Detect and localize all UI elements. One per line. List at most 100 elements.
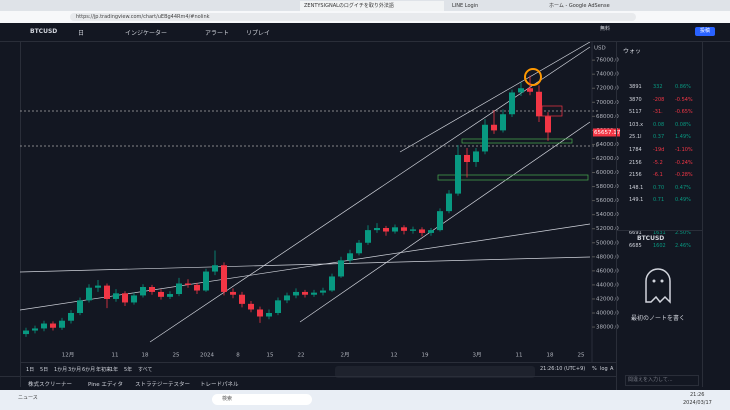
- range-button[interactable]: 1年: [110, 367, 119, 373]
- auto[interactable]: A: [610, 366, 614, 372]
- change[interactable]: 332: [653, 84, 663, 90]
- last-price[interactable]: 6685: [629, 242, 642, 249]
- change-percent[interactable]: -0.24%: [675, 159, 693, 166]
- y-tick-label: 46000.0: [596, 268, 619, 274]
- candle-body: [347, 253, 353, 261]
- candle-body: [365, 230, 371, 243]
- y-tick-label: 54000.0: [596, 212, 619, 218]
- last-price[interactable]: 3891: [629, 84, 642, 90]
- indicators[interactable]: インジケーター: [125, 30, 168, 37]
- interval[interactable]: 日: [78, 30, 85, 37]
- change[interactable]: 0.70: [653, 184, 665, 191]
- range-button[interactable]: 1日: [26, 367, 35, 373]
- change[interactable]: -208: [653, 96, 665, 103]
- change[interactable]: 1602: [653, 242, 666, 249]
- change-percent[interactable]: 0.08%: [675, 121, 691, 128]
- last-price[interactable]: 148.1: [629, 184, 644, 191]
- alert[interactable]: アラート: [205, 30, 230, 37]
- candle-body: [356, 242, 362, 254]
- candle-body: [401, 227, 407, 231]
- candle-body: [194, 284, 200, 291]
- symbol[interactable]: BTCUSD: [30, 28, 58, 35]
- change[interactable]: 0.37: [653, 134, 665, 141]
- candle-body: [437, 211, 443, 231]
- percent[interactable]: %: [592, 366, 597, 372]
- y-tick-label: 58000.0: [596, 184, 619, 190]
- range-button[interactable]: 1か月: [54, 367, 68, 373]
- last-price[interactable]: 5117: [629, 109, 642, 116]
- tab[interactable]: ホーム - Google AdSense: [549, 3, 610, 9]
- candle-body: [383, 228, 389, 232]
- candle-body: [284, 295, 290, 301]
- change-percent[interactable]: 0.47%: [675, 184, 691, 191]
- candle-body: [302, 291, 308, 295]
- publish[interactable]: 投稿: [695, 27, 715, 36]
- y-tick-label: 38000.0: [596, 325, 619, 331]
- last-price[interactable]: 25.1l: [629, 134, 642, 141]
- last-price[interactable]: 6691: [629, 230, 642, 236]
- x-tick-label: 12月: [62, 352, 75, 359]
- bottom-tabs: 株式スクリーナー Pine エディタ ストラテジーテスター トレードパネル: [0, 376, 616, 389]
- log[interactable]: log: [600, 366, 608, 372]
- change[interactable]: 1631: [653, 230, 666, 236]
- candle-body: [230, 291, 236, 295]
- drawing-toolbar: [335, 366, 535, 378]
- change-percent[interactable]: 0.49%: [675, 197, 691, 204]
- range-button[interactable]: 5年: [124, 367, 133, 373]
- tab[interactable]: LINE Login: [452, 3, 479, 9]
- change[interactable]: -31.: [653, 109, 663, 116]
- tab[interactable]: ZENTYSIGNALのログイチを取り外法語: [300, 1, 444, 11]
- url[interactable]: https://jp.tradingview.com/chart/uEBg44R…: [70, 13, 636, 21]
- change[interactable]: 0.71: [653, 197, 665, 204]
- candle-body: [536, 91, 542, 117]
- candle-body: [104, 285, 110, 299]
- watchlist: ウォッ 3891 332 0.86% 3870 -208 -0.54% 5117 -31. -0…: [616, 42, 703, 249]
- change-percent[interactable]: 2.50%: [675, 230, 691, 236]
- change[interactable]: 0.08: [653, 121, 665, 128]
- range-button[interactable]: すべて: [138, 367, 153, 373]
- replay[interactable]: リプレイ: [246, 30, 271, 37]
- bottom-tab[interactable]: Pine エディタ: [88, 382, 123, 388]
- change-percent[interactable]: 2.46%: [675, 242, 691, 249]
- candle-body: [464, 154, 470, 162]
- watchlist-header: ウォッ: [623, 48, 642, 55]
- range-button[interactable]: 年初来: [96, 367, 112, 373]
- range-button[interactable]: 5日: [40, 367, 49, 373]
- change-percent[interactable]: 1.49%: [675, 134, 691, 141]
- bottom-tab[interactable]: ストラテジーテスター: [135, 382, 191, 388]
- last-price[interactable]: 2156: [629, 159, 642, 166]
- range-button[interactable]: 3か月: [68, 367, 82, 373]
- y-tick-label: 56000.0: [596, 198, 619, 204]
- candle-body: [329, 276, 335, 291]
- news[interactable]: ニュース: [18, 395, 38, 401]
- search[interactable]: 検索: [212, 394, 312, 405]
- last-price[interactable]: 149.1: [629, 197, 644, 204]
- x-tick-label: 12: [391, 353, 398, 359]
- change[interactable]: -6.1: [653, 172, 663, 179]
- change-percent[interactable]: -0.54%: [675, 96, 693, 103]
- change-percent[interactable]: -0.28%: [675, 172, 693, 179]
- candle-body: [203, 271, 209, 291]
- last-price[interactable]: 2156: [629, 172, 642, 179]
- change[interactable]: -5.2: [653, 159, 663, 166]
- change[interactable]: -19d: [653, 147, 665, 153]
- bottom-tab[interactable]: 株式スクリーナー: [28, 382, 73, 388]
- last-price[interactable]: 103.x: [629, 121, 644, 128]
- candle-body: [248, 303, 254, 310]
- last-price[interactable]: 1784: [629, 147, 642, 153]
- bottom-tab[interactable]: トレードパネル: [200, 382, 239, 388]
- change-percent[interactable]: -1.10%: [675, 147, 693, 153]
- free[interactable]: 無料: [600, 26, 611, 32]
- candle-body: [266, 312, 272, 317]
- last-price[interactable]: 3870: [629, 96, 642, 103]
- candle-body: [392, 227, 398, 232]
- change-percent[interactable]: -0.65%: [675, 109, 693, 116]
- candle-body: [374, 228, 380, 231]
- candle-body: [500, 114, 506, 131]
- range-button[interactable]: 6か月: [82, 367, 96, 373]
- clock: 21:26:10 (UTC+9): [540, 366, 586, 372]
- notes-input[interactable]: 間違えを入力して...: [625, 375, 699, 386]
- candle-body: [419, 229, 425, 233]
- ghost-icon: [645, 268, 671, 304]
- change-percent[interactable]: 0.86%: [675, 84, 691, 90]
